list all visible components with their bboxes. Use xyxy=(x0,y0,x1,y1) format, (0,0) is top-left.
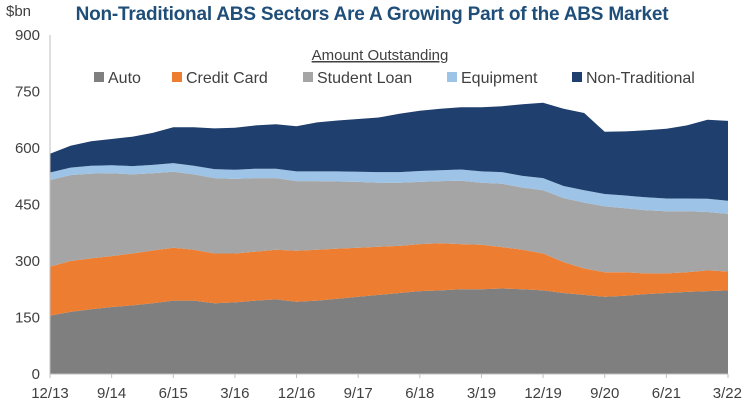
x-tick-label: 6/18 xyxy=(405,385,434,402)
x-tick-label: 12/13 xyxy=(31,385,69,402)
y-tick-label: 300 xyxy=(15,253,40,270)
y-tick-label: 450 xyxy=(15,197,40,214)
y-tick-label: 600 xyxy=(15,140,40,157)
y-axis: 0 150 300 450 600 750 900 xyxy=(15,27,51,383)
area-credit-card xyxy=(50,243,728,316)
area-auto xyxy=(50,288,728,374)
legend: Amount Outstanding Auto Credit Card Student… xyxy=(94,47,695,87)
y-tick-label: 150 xyxy=(15,310,40,327)
legend-title: Amount Outstanding xyxy=(312,47,449,64)
y-tick-label: 0 xyxy=(32,366,40,383)
legend-swatch-student-loan xyxy=(303,72,313,82)
area-series-group xyxy=(50,102,728,374)
area-student-loan xyxy=(50,171,728,274)
legend-swatch-equipment xyxy=(447,72,457,82)
legend-label-student-loan: Student Loan xyxy=(317,70,412,87)
legend-swatch-credit-card xyxy=(172,72,182,82)
legend-swatch-non-traditional xyxy=(572,72,582,82)
y-tick-label: 750 xyxy=(15,84,40,101)
x-tick-label: 3/19 xyxy=(467,385,496,402)
legend-label-equipment: Equipment xyxy=(461,70,538,87)
x-tick-label: 12/19 xyxy=(524,385,562,402)
legend-swatch-auto xyxy=(94,72,104,82)
legend-label-non-traditional: Non-Traditional xyxy=(586,70,695,87)
legend-label-credit-card: Credit Card xyxy=(186,70,268,87)
y-unit-label: $bn xyxy=(6,3,32,20)
legend-label-auto: Auto xyxy=(108,70,141,87)
x-axis: 12/13 9/14 6/15 3/16 12/16 9/17 6/18 3/19 12/19 9… xyxy=(31,373,742,402)
x-tick-label: 6/15 xyxy=(159,385,188,402)
x-tick-label: 6/21 xyxy=(652,385,681,402)
x-tick-label: 9/17 xyxy=(344,385,373,402)
x-tick-label: 9/20 xyxy=(590,385,619,402)
area-equipment xyxy=(50,163,728,214)
x-tick-label: 12/16 xyxy=(278,385,316,402)
y-tick-label: 900 xyxy=(15,27,40,44)
x-tick-label: 3/22 xyxy=(713,385,742,402)
area-non-traditional xyxy=(50,102,728,201)
chart-title: Non-Traditional ABS Sectors Are A Growin… xyxy=(75,4,669,25)
x-tick-label: 9/14 xyxy=(97,385,126,402)
x-tick-label: 3/16 xyxy=(220,385,249,402)
